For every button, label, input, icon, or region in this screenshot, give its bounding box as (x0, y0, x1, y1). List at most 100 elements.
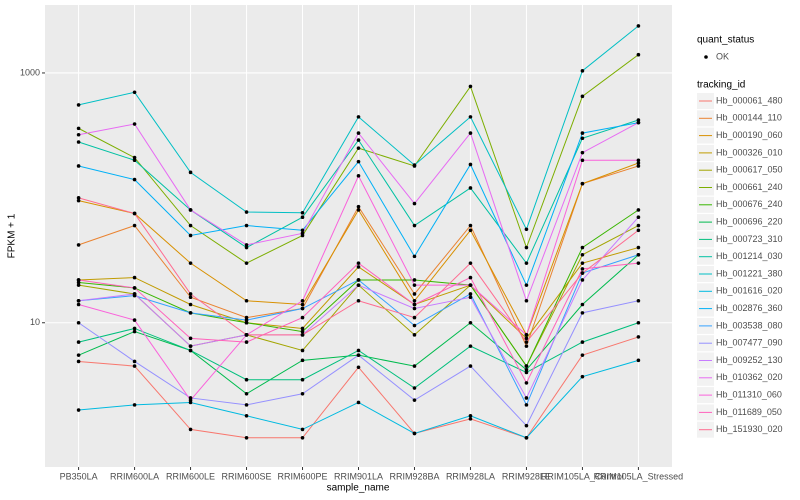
data-point (244, 223, 249, 228)
data-point (580, 252, 585, 257)
legend-label: Hb_011310_060 (716, 389, 782, 399)
data-point (524, 403, 529, 407)
data-point (132, 326, 137, 331)
data-point (356, 204, 361, 209)
data-point (76, 196, 81, 200)
data-point (188, 233, 193, 238)
data-point (524, 396, 529, 400)
y-tick-label: 1000 (20, 67, 40, 77)
data-point (76, 280, 81, 285)
data-point (580, 245, 585, 250)
data-point (188, 295, 193, 300)
data-point (132, 286, 137, 290)
data-point (188, 336, 193, 341)
data-point (636, 52, 641, 57)
data-point (412, 254, 417, 259)
data-point (244, 298, 249, 303)
data-point (244, 333, 249, 337)
data-point (244, 318, 249, 322)
data-point (76, 359, 81, 364)
data-point (524, 381, 529, 385)
data-point (76, 278, 81, 282)
data-point (356, 261, 361, 265)
legend-label: Hb_009252_130 (716, 355, 783, 365)
data-point (300, 215, 305, 220)
data-point (636, 24, 641, 28)
data-point (580, 94, 585, 99)
data-point (244, 403, 249, 407)
data-point (356, 265, 361, 269)
x-tick-label: RRIM600LE (166, 471, 215, 481)
legend-label: Hb_000326_010 (716, 147, 783, 157)
data-point (188, 348, 193, 353)
legend-label: OK (716, 51, 729, 61)
data-point (132, 122, 137, 126)
legend-label: Hb_000190_060 (716, 130, 783, 140)
data-point (580, 158, 585, 163)
legend-label: Hb_001214_030 (716, 251, 783, 261)
data-point (188, 292, 193, 296)
data-point (300, 326, 305, 331)
data-point (132, 275, 137, 280)
data-point (300, 315, 305, 320)
data-point (580, 374, 585, 379)
data-point (356, 138, 361, 142)
data-point (188, 311, 193, 315)
data-point (132, 403, 137, 407)
data-point (76, 132, 81, 137)
data-point (412, 278, 417, 282)
data-point (356, 208, 361, 212)
data-point (244, 340, 249, 344)
x-axis-label: sample_name (327, 483, 390, 494)
data-point (76, 302, 81, 307)
data-point (580, 181, 585, 186)
data-point (468, 131, 473, 135)
legend-label: Hb_151930_020 (716, 424, 783, 434)
data-point (468, 417, 473, 421)
data-point (468, 228, 473, 233)
data-point (244, 377, 249, 382)
data-point (412, 292, 417, 296)
data-point (412, 283, 417, 287)
data-point (244, 210, 249, 214)
data-point (412, 302, 417, 307)
data-point (188, 398, 193, 402)
data-point (412, 323, 417, 328)
data-point (356, 348, 361, 353)
data-point (188, 344, 193, 348)
data-point (76, 283, 81, 287)
data-point (636, 158, 641, 163)
data-point (636, 228, 641, 233)
data-point (300, 358, 305, 363)
data-point (76, 164, 81, 168)
data-point (188, 170, 193, 175)
data-point (356, 146, 361, 150)
data-point (356, 365, 361, 370)
legend-label: Hb_000676_240 (716, 199, 783, 209)
data-point (524, 298, 529, 303)
legend-label: Hb_000144_110 (716, 113, 782, 123)
data-point (132, 158, 137, 163)
data-point (524, 333, 529, 337)
data-point (524, 245, 529, 250)
data-point (468, 344, 473, 348)
data-point (356, 115, 361, 119)
data-point (412, 386, 417, 390)
data-point (524, 283, 529, 287)
legend-label: Hb_000723_310 (716, 234, 783, 244)
data-point (524, 368, 529, 372)
data-point (636, 298, 641, 303)
legend-label: Hb_000617_050 (716, 165, 783, 175)
data-point (524, 227, 529, 232)
data-point (636, 252, 641, 257)
data-point (188, 302, 193, 307)
data-point (412, 306, 417, 311)
data-point (580, 271, 585, 275)
data-point (356, 298, 361, 303)
data-point (356, 278, 361, 282)
x-tick-label: PB350LA (60, 471, 98, 481)
data-point (132, 177, 137, 182)
data-point (132, 364, 137, 368)
data-point (468, 84, 473, 89)
data-point (412, 223, 417, 228)
